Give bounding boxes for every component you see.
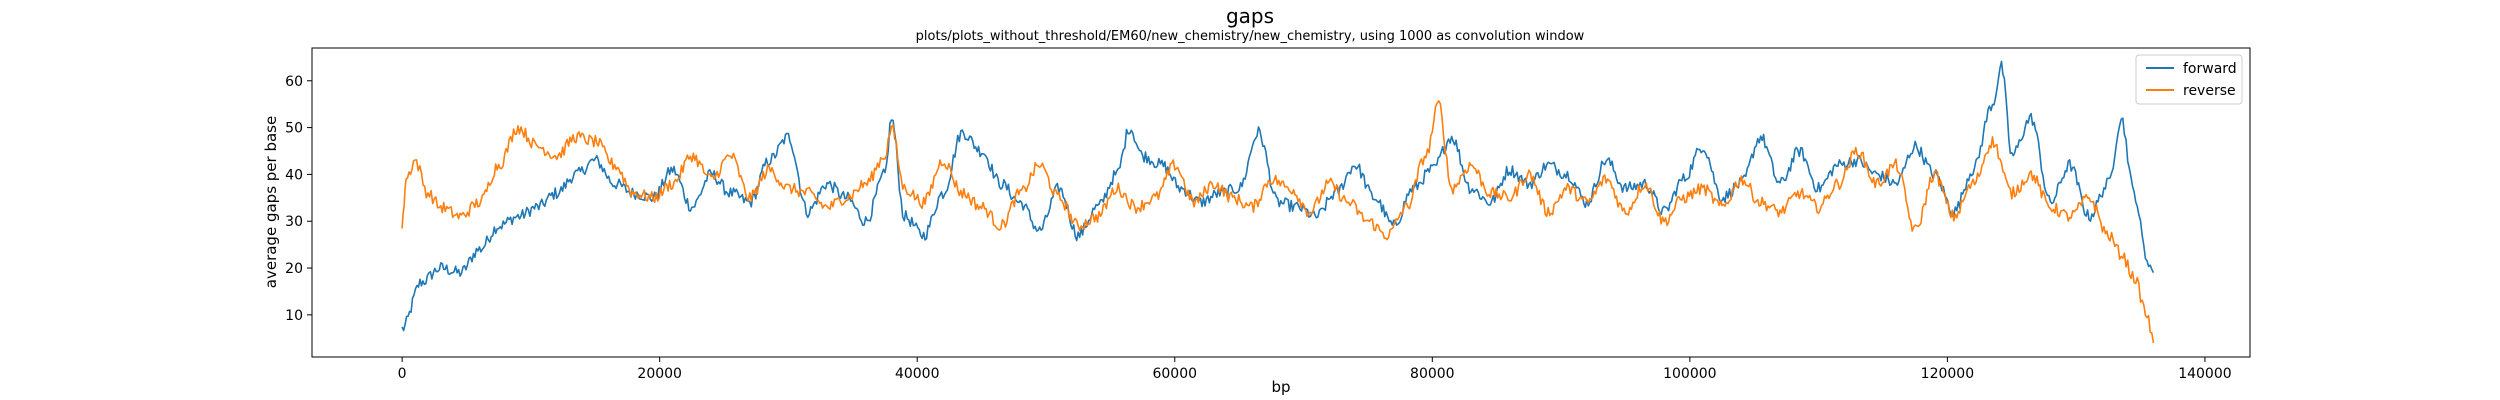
chart-title: gaps [1226,4,1274,28]
x-tick-label: 0 [398,366,407,382]
series-layer [401,60,2155,344]
y-tick-label: 20 [285,261,303,277]
x-tick-label: 80000 [1410,366,1455,382]
x-tick-label: 140000 [2178,366,2231,382]
x-axis-ticks: 0 20000 40000 60000 80000 100000 120000 140000 [398,357,2232,382]
series-line-reverse [401,100,2155,344]
x-tick-label: 20000 [637,366,682,382]
x-tick-label: 100000 [1663,366,1716,382]
y-axis-label: average gaps per base [262,116,280,288]
legend-label-reverse: reverse [2183,83,2236,99]
y-tick-label: 50 [285,121,303,137]
x-tick-label: 40000 [895,366,940,382]
plot-frame [311,47,2251,358]
y-tick-label: 40 [285,167,303,183]
y-tick-label: 10 [285,308,303,324]
y-tick-label: 30 [285,214,303,230]
chart-subtitle: plots/plots_without_threshold/EM60/new_c… [916,29,1585,44]
legend-label-forward: forward [2183,61,2237,77]
x-tick-label: 120000 [1921,366,1974,382]
series-line-forward [401,60,2155,332]
x-tick-label: 60000 [1152,366,1197,382]
y-tick-label: 60 [285,74,303,90]
legend: forward reverse [2135,54,2243,105]
x-axis-label: bp [1271,378,1290,396]
y-axis-ticks: 10 20 30 40 50 60 [285,74,312,324]
